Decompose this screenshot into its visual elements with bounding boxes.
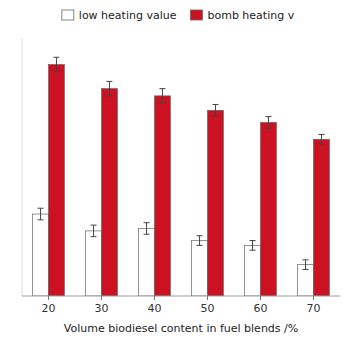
error-cap [53, 57, 59, 58]
legend-item: low heating value [62, 9, 177, 22]
error-line [56, 57, 57, 71]
error-cap [265, 128, 271, 129]
error-cap [91, 236, 97, 237]
x-tick [101, 296, 102, 300]
x-tick [313, 296, 314, 300]
error-bar [265, 117, 271, 129]
page: {"chart_data": {"type": "bar", "categori… [0, 0, 356, 356]
x-tick-label: 20 [42, 302, 56, 315]
legend-swatch [190, 10, 202, 20]
error-cap [106, 81, 112, 82]
error-line [215, 105, 216, 117]
error-cap [106, 95, 112, 96]
series [49, 57, 330, 296]
error-bar [318, 134, 324, 144]
error-bar [106, 81, 112, 95]
error-cap [212, 104, 218, 105]
bar [261, 122, 277, 296]
error-cap [303, 259, 309, 260]
legend-item: bomb heating v [190, 9, 294, 22]
error-cap [144, 222, 150, 223]
bar [298, 265, 314, 296]
error-line [93, 225, 94, 237]
bar [208, 110, 224, 296]
error-line [321, 134, 322, 144]
x-tick-label: 60 [254, 302, 268, 315]
bar [49, 65, 65, 296]
bar [155, 96, 171, 296]
x-tick-label: 30 [95, 302, 109, 315]
x-tick [48, 296, 49, 300]
bar [192, 241, 208, 296]
legend-label: bomb heating v [207, 9, 294, 22]
error-cap [303, 269, 309, 270]
error-bar [144, 223, 150, 235]
error-line [40, 208, 41, 220]
error-cap [197, 235, 203, 236]
error-bar [91, 225, 97, 237]
x-tick-label: 40 [148, 302, 162, 315]
error-bar [197, 236, 203, 246]
error-line [268, 117, 269, 129]
error-cap [38, 208, 44, 209]
error-cap [212, 116, 218, 117]
error-cap [318, 144, 324, 145]
x-tick [260, 296, 261, 300]
error-line [199, 236, 200, 246]
legend: low heating value bomb heating v [62, 9, 295, 22]
error-cap [318, 134, 324, 135]
error-line [252, 241, 253, 251]
bar [314, 139, 330, 296]
error-line [162, 89, 163, 103]
legend-label: low heating value [79, 9, 177, 22]
error-cap [159, 103, 165, 104]
bar [102, 89, 118, 296]
error-bar [38, 208, 44, 220]
x-tick [154, 296, 155, 300]
x-axis: 20 30 40 50 60 70 [22, 296, 340, 315]
error-cap [159, 88, 165, 89]
x-axis-label: Volume biodiesel content in fuel blends … [64, 322, 298, 335]
error-bar [303, 260, 309, 270]
error-cap [53, 71, 59, 72]
error-cap [250, 240, 256, 241]
error-cap [250, 250, 256, 251]
bar [139, 228, 155, 296]
chart: 20 30 40 50 60 70 Volume biodiesel content in … [0, 0, 356, 356]
legend-swatch [62, 10, 74, 20]
error-line [109, 81, 110, 95]
x-tick [207, 296, 208, 300]
error-line [146, 223, 147, 235]
x-tick-label: 70 [307, 302, 321, 315]
error-bar [212, 105, 218, 117]
x-axis-line [22, 296, 340, 297]
plot-area [33, 57, 330, 296]
y-range-line [22, 38, 23, 296]
x-tick-label: 50 [201, 302, 215, 315]
bar [245, 245, 261, 296]
error-bar [53, 57, 59, 71]
bar [86, 231, 102, 296]
error-cap [265, 116, 271, 117]
error-line [305, 260, 306, 270]
error-cap [144, 234, 150, 235]
error-cap [91, 225, 97, 226]
error-cap [38, 219, 44, 220]
error-bar [159, 89, 165, 103]
error-bar [250, 241, 256, 251]
bar [33, 214, 49, 296]
error-cap [197, 245, 203, 246]
